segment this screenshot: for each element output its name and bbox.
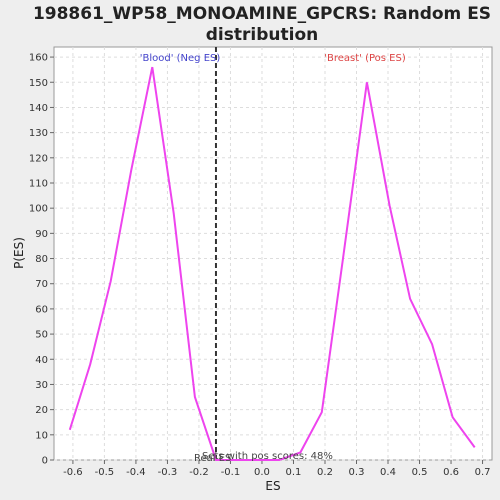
plot-area (53, 46, 493, 461)
y-tick-label: 130 (29, 128, 48, 139)
y-tick-label: 30 (35, 380, 48, 391)
x-tick-label: 0.7 (475, 467, 491, 478)
y-tick-label: 10 (35, 430, 48, 441)
y-tick-label: 100 (29, 204, 48, 215)
x-tick-label: 0.1 (286, 467, 302, 478)
y-tick-label: 60 (35, 304, 48, 315)
grid-lines (54, 47, 492, 461)
y-tick-label: 150 (29, 78, 48, 89)
chart-title-line2: distribution (206, 25, 318, 45)
x-tick-label: -0.1 (221, 467, 241, 478)
pos-es-annotation: 'Breast' (Pos ES) (324, 53, 406, 64)
y-tick-label: 40 (35, 355, 48, 366)
y-tick-label: 70 (35, 279, 48, 290)
sets-pos-scores-label: Sets with pos scores: 48% (202, 451, 333, 462)
x-tick-label: 0.4 (380, 467, 396, 478)
y-tick-label: 120 (29, 153, 48, 164)
y-tick-label: 110 (29, 178, 48, 189)
x-axis: -0.6 -0.5 -0.4 -0.3 -0.2 -0.1 0.0 0.1 0.2 0.3 0.4 0… (63, 460, 490, 478)
x-tick-label: 0.0 (254, 467, 270, 478)
y-axis: 0 10 20 30 40 50 60 70 80 90 100 110 120 130 140 150 160 (29, 53, 54, 467)
x-tick-label: 0.3 (349, 467, 365, 478)
x-tick-label: 0.6 (443, 467, 459, 478)
x-tick-label: -0.6 (63, 467, 83, 478)
y-tick-label: 160 (29, 53, 48, 64)
y-tick-label: 80 (35, 254, 48, 265)
y-tick-label: 0 (42, 456, 48, 467)
real-es-label: Real ES (194, 453, 231, 464)
y-axis-label: P(ES) (12, 237, 26, 269)
chart-title-line1: 198861_WP58_MONOAMINE_GPCRS: Random ES (33, 4, 491, 24)
neg-es-annotation: 'Blood' (Neg ES) (140, 53, 221, 64)
x-tick-label: -0.2 (189, 467, 209, 478)
x-tick-label: 0.2 (317, 467, 333, 478)
y-tick-label: 90 (35, 229, 48, 240)
x-axis-label: ES (265, 479, 280, 493)
x-tick-label: -0.3 (158, 467, 178, 478)
y-tick-label: 50 (35, 330, 48, 341)
x-tick-label: 0.5 (412, 467, 428, 478)
series-line (68, 66, 476, 461)
y-tick-label: 20 (35, 405, 48, 416)
x-tick-label: -0.5 (95, 467, 115, 478)
x-tick-label: -0.4 (126, 467, 146, 478)
y-tick-label: 140 (29, 103, 48, 114)
